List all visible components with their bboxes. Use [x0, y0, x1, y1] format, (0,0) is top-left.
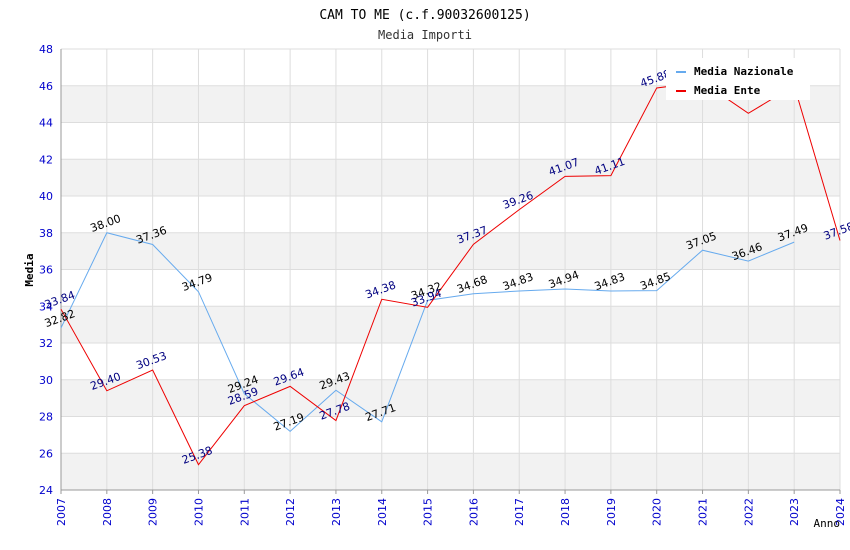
- chart-title: CAM TO ME (c.f.90032600125): [319, 8, 530, 23]
- y-tick-label: 46: [39, 80, 53, 93]
- x-tick-labels: 2007 2008 2009 2010 2011 2012 2013 2014 2015 2016…: [55, 498, 847, 526]
- y-tick-label: 24: [39, 484, 53, 497]
- legend-label-media-nazionale: Media Nazionale: [694, 65, 794, 78]
- data-label-media-ente: 30.53: [134, 349, 168, 372]
- y-tick-label: 48: [39, 43, 53, 56]
- data-label-media-nazionale: 34.94: [547, 268, 581, 291]
- y-tick-label: 34: [39, 300, 53, 313]
- background-bands: [61, 85, 840, 490]
- x-tick-label: 2007: [55, 498, 68, 526]
- x-axis-label: Anno: [814, 517, 841, 530]
- band: [61, 159, 840, 196]
- y-tick-label: 36: [39, 264, 53, 277]
- legend-box: [666, 58, 810, 100]
- x-tick-label: 2008: [101, 498, 114, 526]
- x-tick-label: 2017: [513, 498, 526, 526]
- y-tick-labels: 24 26 28 30 32 34 36 38 40 42 44 46 48: [39, 43, 53, 497]
- y-tick-label: 30: [39, 374, 53, 387]
- chart-subtitle: Media Importi: [378, 28, 472, 42]
- legend: Media Nazionale Media Ente: [666, 58, 810, 100]
- band: [61, 453, 840, 490]
- x-tick-label: 2016: [467, 498, 480, 526]
- x-tick-label: 2009: [147, 498, 160, 526]
- data-label-media-ente: 34.38: [364, 278, 398, 301]
- y-tick-label: 26: [39, 447, 53, 460]
- series-line-media-nazionale: [60, 232, 795, 433]
- band: [61, 232, 840, 270]
- legend-label-media-ente: Media Ente: [694, 84, 761, 97]
- x-tick-label: 2019: [605, 498, 618, 526]
- y-tick-label: 38: [39, 227, 53, 240]
- band: [61, 379, 840, 417]
- x-tick-label: 2023: [788, 498, 801, 526]
- x-tick-label: 2010: [192, 498, 205, 526]
- x-tick-label: 2022: [742, 498, 755, 526]
- y-tick-label: 40: [39, 190, 53, 203]
- x-tick-label: 2013: [330, 498, 343, 526]
- axes: [60, 49, 841, 494]
- data-label-media-nazionale: 34.85: [638, 270, 672, 293]
- y-axis-label: Media: [23, 253, 36, 286]
- y-tick-label: 28: [39, 411, 53, 424]
- x-tick-label: 2015: [422, 498, 435, 526]
- data-label-media-nazionale: 34.68: [455, 273, 489, 296]
- x-tick-label: 2011: [238, 498, 251, 526]
- x-tick-label: 2012: [284, 498, 297, 526]
- y-tick-label: 32: [39, 337, 53, 350]
- y-tick-label: 44: [39, 117, 53, 130]
- gridlines: [60, 48, 841, 491]
- data-label-media-nazionale: 34.83: [593, 270, 627, 293]
- x-tick-label: 2014: [376, 498, 389, 526]
- band: [61, 306, 840, 343]
- x-tick-label: 2020: [651, 498, 664, 526]
- y-tick-label: 42: [39, 153, 53, 166]
- x-tick-label: 2018: [559, 498, 572, 526]
- data-label-media-nazionale: 38.00: [89, 212, 123, 235]
- x-tick-label: 2021: [697, 498, 710, 526]
- data-label-media-nazionale: 34.83: [501, 270, 535, 293]
- x-tick-label: 2024: [834, 498, 847, 526]
